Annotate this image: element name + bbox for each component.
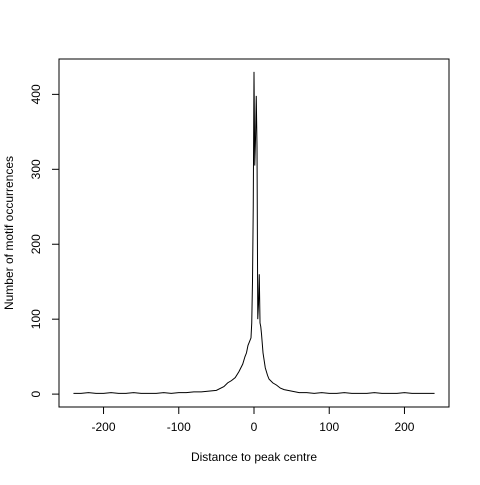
- x-tick-label: 0: [251, 420, 258, 434]
- y-tick-label: 300: [29, 159, 43, 179]
- x-tick-label: 200: [394, 420, 414, 434]
- y-tick-label: 400: [29, 84, 43, 104]
- y-tick-label: 200: [29, 234, 43, 254]
- x-axis-label: Distance to peak centre: [191, 450, 317, 464]
- y-tick-label: 100: [29, 309, 43, 329]
- x-tick-label: 100: [319, 420, 339, 434]
- data-line: [73, 71, 435, 394]
- x-tick-label: -100: [167, 420, 191, 434]
- y-tick-label: 0: [29, 390, 43, 397]
- y-axis-label: Number of motif occurrences: [2, 156, 16, 310]
- x-tick-label: -200: [92, 420, 116, 434]
